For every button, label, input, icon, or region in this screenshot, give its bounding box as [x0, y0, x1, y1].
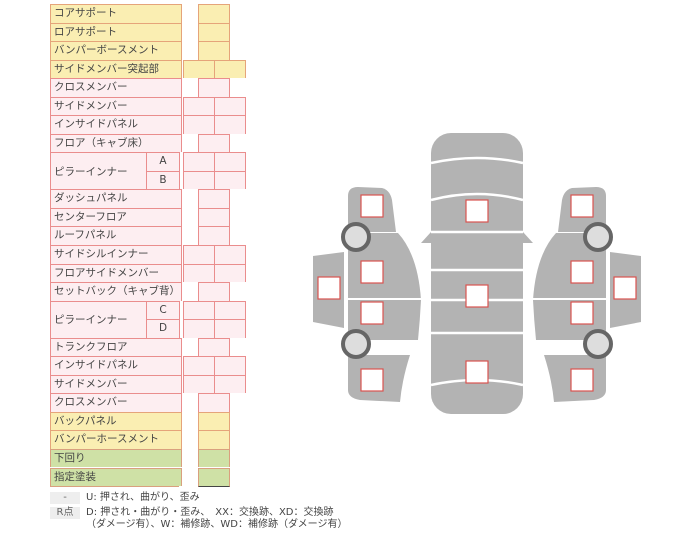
inspection-cell[interactable] — [198, 133, 230, 153]
row-label: インサイドパネル — [50, 356, 182, 375]
row-label: ピラーインナー — [50, 152, 149, 190]
row-label: ロアサポート — [50, 22, 182, 42]
inspection-cell[interactable] — [214, 319, 246, 338]
inspection-cell[interactable] — [198, 337, 230, 357]
row-label: インサイドパネル — [50, 115, 182, 134]
marker-right-rear-door[interactable] — [570, 301, 594, 325]
car-body-top — [431, 133, 523, 414]
car-top-view — [421, 133, 533, 414]
row-label: トランクフロア — [50, 337, 182, 357]
inspection-cell[interactable] — [214, 300, 246, 320]
row-label: ピラーインナー — [50, 300, 149, 338]
row-label: サイドメンバー — [50, 374, 182, 394]
row-sub-label: B — [146, 170, 180, 190]
row-label: バックパネル — [50, 411, 182, 431]
inspection-cell[interactable] — [198, 22, 230, 42]
marker-center[interactable] — [465, 284, 489, 308]
marker-right-pillar[interactable] — [613, 276, 637, 300]
marker-right-rear[interactable] — [570, 368, 594, 392]
inspection-cell[interactable] — [198, 78, 230, 97]
wheel-icon — [341, 222, 371, 252]
row-label: フロアサイドメンバー — [50, 263, 182, 283]
row-label: 下回り — [50, 448, 182, 468]
inspection-cell[interactable] — [214, 356, 246, 375]
row-label: バンパーホースメント — [50, 430, 182, 449]
row-label: コアサポート — [50, 4, 182, 23]
row-label: サイドメンバー — [50, 96, 182, 116]
marker-right-front-door[interactable] — [570, 260, 594, 284]
inspection-cell[interactable] — [198, 467, 230, 487]
inspection-cell[interactable] — [198, 430, 230, 449]
row-label: フロア（キャブ床） — [50, 133, 182, 153]
inspection-cell[interactable] — [214, 263, 246, 283]
inspection-cell[interactable] — [198, 226, 230, 245]
table-bottom-border — [50, 486, 179, 487]
wheel-icon — [341, 329, 371, 359]
legend-key: R点 — [50, 507, 80, 519]
legend-key: - — [50, 492, 80, 504]
row-sub-label: D — [146, 319, 180, 338]
marker-left-rear[interactable] — [360, 368, 384, 392]
inspection-cell[interactable] — [214, 96, 246, 116]
marker-left-front-door[interactable] — [360, 260, 384, 284]
inspection-cell[interactable] — [214, 59, 246, 79]
row-label: ルーフパネル — [50, 226, 182, 245]
legend-text: （ダメージ有）、W：補修跡、WD：補修跡（ダメージ有） — [86, 519, 348, 530]
row-label: バンパーボースメント — [50, 41, 182, 60]
inspection-cell[interactable] — [214, 374, 246, 394]
inspection-cell[interactable] — [198, 189, 230, 208]
marker-left-front[interactable] — [360, 194, 384, 218]
inspection-cell[interactable] — [198, 282, 230, 301]
marker-left-rear-door[interactable] — [360, 301, 384, 325]
row-label: センターフロア — [50, 207, 182, 227]
row-label: クロスメンバー — [50, 393, 182, 412]
marker-left-pillar[interactable] — [317, 276, 341, 300]
marker-trunk[interactable] — [465, 360, 489, 384]
row-sub-label: C — [146, 300, 180, 320]
inspection-cell[interactable] — [198, 393, 230, 412]
inspection-cell[interactable] — [198, 411, 230, 431]
inspection-cell[interactable] — [198, 207, 230, 227]
legend-text: D: 押され・曲がり・歪み、 XX：交換跡、XD：交換跡 — [86, 507, 334, 518]
row-label: 指定塗装 — [50, 467, 182, 486]
inspection-cell[interactable] — [214, 245, 246, 264]
marker-roof[interactable] — [465, 199, 489, 223]
row-label: ダッシュパネル — [50, 189, 182, 208]
inspection-cell[interactable] — [214, 152, 246, 171]
row-label: サイドメンバー突起部 — [50, 59, 182, 79]
inspection-cell[interactable] — [214, 170, 246, 190]
inspection-cell[interactable] — [198, 4, 230, 23]
inspection-cell[interactable] — [198, 448, 230, 468]
row-label: サイドシルインナー — [50, 245, 182, 264]
marker-right-front[interactable] — [570, 194, 594, 218]
row-label: クロスメンバー — [50, 78, 182, 97]
legend-text: U: 押され、曲がり、歪み — [86, 492, 200, 503]
inspection-cell[interactable] — [214, 115, 246, 134]
row-label: セットバック（キャブ背） — [50, 282, 182, 301]
inspection-cell[interactable] — [198, 41, 230, 60]
row-sub-label: A — [146, 152, 180, 171]
